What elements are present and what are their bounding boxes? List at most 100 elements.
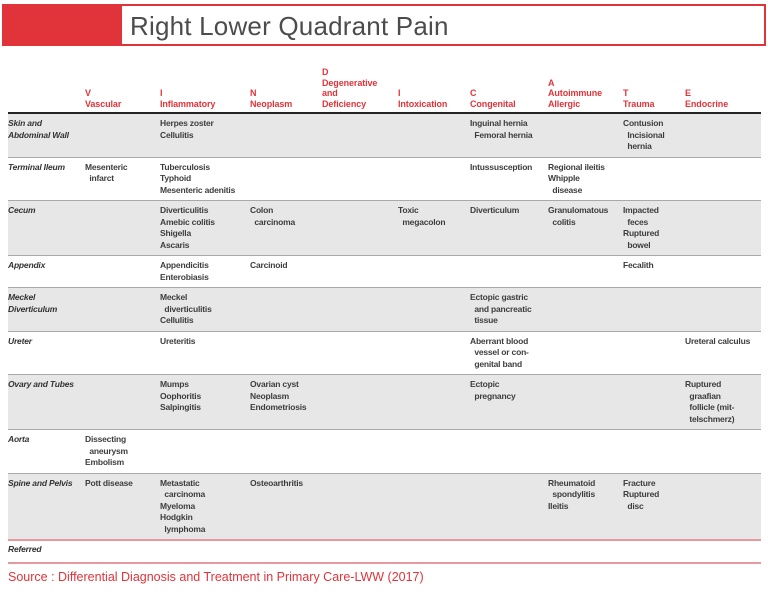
table-body: Skin and Abdominal Wall Herpes zoster Cel… xyxy=(8,114,761,564)
column-letter: I xyxy=(398,88,401,98)
row-label: Cecum xyxy=(8,205,36,215)
table-row-9: Referred xyxy=(8,539,761,564)
row-label: Spine and Pelvis xyxy=(8,477,73,488)
row-label: Aorta xyxy=(8,434,30,444)
cell-inflammatory: Metastatic carcinoma Myeloma Hodgkin lym… xyxy=(160,477,206,534)
cell-neoplasm: Carcinoid xyxy=(250,260,288,270)
column-label: Neoplasm xyxy=(250,98,293,109)
cell-neoplasm xyxy=(250,544,322,556)
cell-degenerative xyxy=(322,205,398,251)
column-letter: I xyxy=(160,88,163,98)
cell-intoxication xyxy=(398,260,470,283)
column-letter: D xyxy=(322,67,329,77)
row-label: Skin and Abdominal Wall xyxy=(8,118,69,140)
table-row-0: Skin and Abdominal Wall Herpes zoster Cel… xyxy=(8,114,761,157)
column-letter: V xyxy=(85,88,91,98)
cell-inflammatory: Ureteritis xyxy=(160,335,196,346)
cell-congenital xyxy=(470,260,548,283)
cell-trauma xyxy=(623,544,685,556)
cell-autoimmune xyxy=(548,379,623,425)
cell-trauma: Contusion Incisional hernia xyxy=(623,118,665,151)
column-label: Congenital xyxy=(470,98,516,109)
cell-congenital: Intussusception xyxy=(470,161,533,172)
cell-endocrine xyxy=(685,162,761,197)
cell-vascular: Pott disease xyxy=(85,477,133,488)
column-label: Trauma xyxy=(623,98,655,109)
cell-autoimmune: Rheumatoid spondylitis Ileitis xyxy=(548,477,596,511)
row-label: Ovary and Tubes xyxy=(8,379,74,389)
cell-inflammatory: Herpes zoster Cellulitis xyxy=(160,118,214,140)
column-header-inflammatory: I Inflammatory xyxy=(160,88,250,109)
cell-vascular xyxy=(85,379,160,425)
cell-intoxication xyxy=(398,336,470,371)
column-letter: E xyxy=(685,88,691,98)
cell-trauma xyxy=(623,336,685,371)
cell-autoimmune xyxy=(548,434,623,469)
cell-inflammatory: Tuberculosis Typhoid Mesenteric adenitis xyxy=(160,161,236,195)
page-title: Right Lower Quadrant Pain xyxy=(130,11,449,41)
cell-endocrine: Ruptured graafian follicle (mit- telschm… xyxy=(685,379,735,424)
cell-degenerative xyxy=(322,260,398,283)
cell-congenital: Ectopic pregnancy xyxy=(470,379,516,401)
cell-endocrine xyxy=(685,544,761,556)
cell-autoimmune: Granulomatous colitis xyxy=(548,205,609,227)
cell-inflammatory: Mumps Oophoritis Salpingitis xyxy=(160,379,201,412)
cell-autoimmune xyxy=(548,292,623,327)
column-letter: N xyxy=(250,88,257,98)
table-row-1: Terminal Ileum Mesenteric infarct Tubercul… xyxy=(8,156,761,201)
cell-vascular xyxy=(85,544,160,556)
row-label: Appendix xyxy=(8,260,46,270)
table-row-8: Spine and Pelvis Pott disease Metastatic c… xyxy=(8,472,761,539)
column-label: Intoxication xyxy=(398,98,448,109)
cell-congenital: Inguinal hernia Femoral hernia xyxy=(470,118,533,140)
column-letter: A xyxy=(548,77,555,88)
cell-neoplasm: Colon carcinoma xyxy=(250,205,296,227)
cell-neoplasm xyxy=(250,336,322,371)
source-citation: Source : Differential Diagnosis and Trea… xyxy=(8,569,424,584)
cell-neoplasm: Ovarian cyst Neoplasm Endometriosis xyxy=(250,379,307,412)
cell-degenerative xyxy=(322,336,398,371)
cell-degenerative xyxy=(322,379,398,425)
cell-inflammatory: Diverticulitis Amebic colitis Shigella A… xyxy=(160,205,215,250)
cell-autoimmune xyxy=(548,118,623,153)
column-header-neoplasm: N Neoplasm xyxy=(250,88,322,109)
cell-trauma xyxy=(623,162,685,197)
cell-autoimmune xyxy=(548,260,623,283)
cell-endocrine: Ureteral calculus xyxy=(685,335,751,346)
title-banner: Right Lower Quadrant Pain xyxy=(2,4,766,46)
cell-neoplasm xyxy=(250,292,322,327)
column-header-degenerative: D Degenerative and Deficiency xyxy=(322,67,398,109)
cell-intoxication xyxy=(398,379,470,425)
column-label: Inflammatory xyxy=(160,98,216,109)
cell-trauma xyxy=(623,379,685,425)
cell-endocrine xyxy=(685,478,761,536)
column-header-autoimmune: A Autoimmune Allergic xyxy=(548,78,623,110)
banner-accent-block xyxy=(2,4,122,46)
cell-trauma xyxy=(623,434,685,469)
cell-intoxication xyxy=(398,162,470,197)
column-label: Degenerative and Deficiency xyxy=(322,77,378,109)
column-header-endocrine: E Endocrine xyxy=(685,88,761,109)
table-row-2: Cecum Diverticulitis Amebic colitis Shige… xyxy=(8,200,761,255)
cell-endocrine xyxy=(685,292,761,327)
cell-trauma: Fecalith xyxy=(623,260,654,270)
table-row-4: Meckel Diverticulum Meckel diverticulitis… xyxy=(8,287,761,331)
column-label: Autoimmune Allergic xyxy=(548,88,602,109)
cell-vascular: Mesenteric infarct xyxy=(85,161,128,184)
cell-endocrine xyxy=(685,118,761,153)
cell-intoxication xyxy=(398,292,470,327)
column-header-trauma: T Trauma xyxy=(623,88,685,109)
cell-autoimmune xyxy=(548,544,623,556)
cell-vascular xyxy=(85,118,160,153)
row-label: Meckel Diverticulum xyxy=(8,292,58,314)
cell-congenital: Diverticulum xyxy=(470,205,520,215)
cell-inflammatory xyxy=(160,544,250,556)
cell-trauma: Fracture Ruptured disc xyxy=(623,477,660,511)
cell-endocrine xyxy=(685,260,761,283)
cell-autoimmune xyxy=(548,336,623,371)
table-row-3: Appendix Appendicitis Enterobiasis Carcino… xyxy=(8,255,761,287)
cell-neoplasm xyxy=(250,434,322,469)
cell-neoplasm xyxy=(250,118,322,153)
cell-vascular xyxy=(85,336,160,371)
column-label: Endocrine xyxy=(685,98,729,109)
